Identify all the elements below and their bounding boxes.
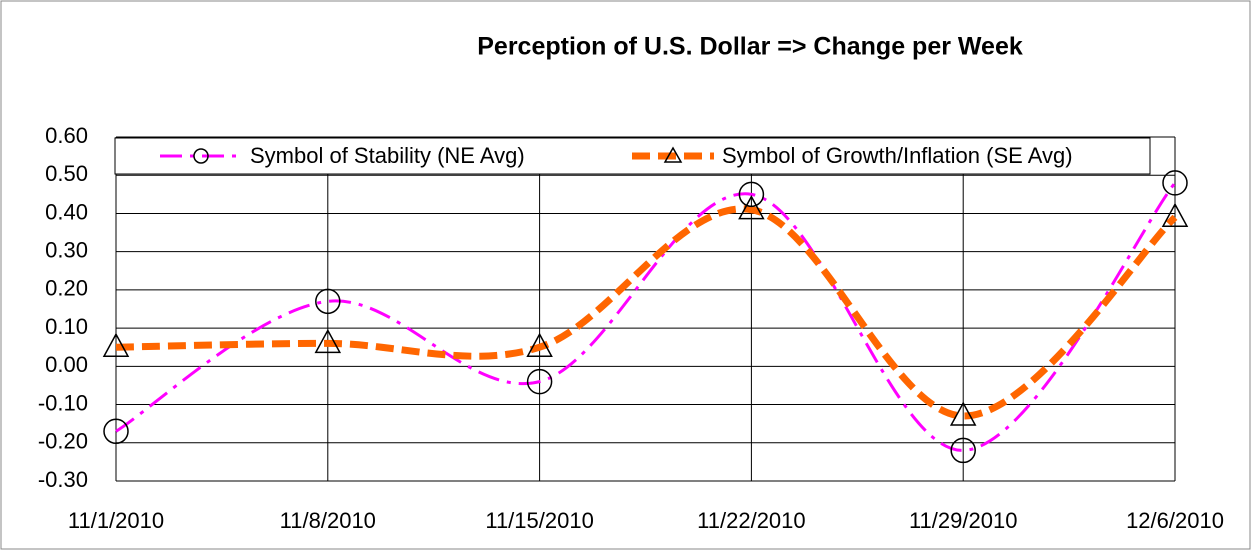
y-tick-label: -0.10 xyxy=(38,390,88,415)
y-tick-label: -0.20 xyxy=(38,429,88,454)
y-tick-label: 0.30 xyxy=(45,237,88,262)
y-tick-label: 0.40 xyxy=(45,199,88,224)
y-tick-label: 0.20 xyxy=(45,276,88,301)
legend-label: Symbol of Growth/Inflation (SE Avg) xyxy=(722,143,1073,168)
x-tick-label: 11/15/2010 xyxy=(485,508,593,533)
marker xyxy=(949,401,977,426)
x-tick-label: 11/29/2010 xyxy=(909,508,1017,533)
marker xyxy=(315,288,341,315)
legend-box xyxy=(114,137,1151,175)
marker xyxy=(102,332,130,357)
x-tick-label: 11/22/2010 xyxy=(697,508,805,533)
legend-marker xyxy=(663,146,683,163)
y-tick-label: 0.50 xyxy=(45,161,88,186)
marker xyxy=(1162,170,1188,196)
marker xyxy=(950,437,976,464)
chart-title: Perception of U.S. Dollar => Change per … xyxy=(477,33,1023,61)
y-tick-label: 0.10 xyxy=(45,314,88,339)
y-tick-label: 0.60 xyxy=(45,123,88,148)
x-tick-label: 11/1/2010 xyxy=(68,508,164,533)
legend-label: Symbol of Stability (NE Avg) xyxy=(250,143,525,168)
y-tick-label: 0.00 xyxy=(45,352,88,377)
marker xyxy=(738,195,765,220)
marker xyxy=(103,418,129,445)
series-line xyxy=(115,205,1178,420)
x-tick-label: 12/6/2010 xyxy=(1126,508,1224,533)
legend-marker xyxy=(193,148,209,164)
x-tick-label: 11/8/2010 xyxy=(280,508,376,533)
marker xyxy=(314,328,342,354)
marker xyxy=(738,181,765,208)
y-tick-label: -0.30 xyxy=(38,467,88,492)
marker xyxy=(526,332,553,357)
marker xyxy=(526,368,553,395)
marker xyxy=(1161,202,1189,228)
